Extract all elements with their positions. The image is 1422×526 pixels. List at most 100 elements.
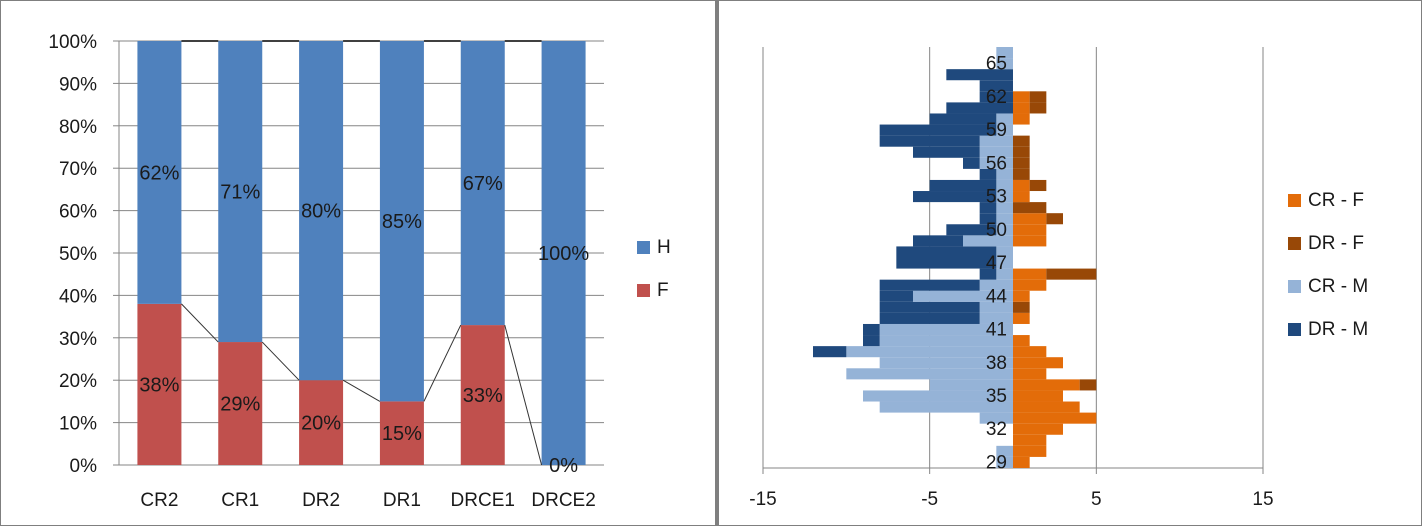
bar-cr-f xyxy=(1013,91,1030,103)
bar-cr-m xyxy=(879,323,1013,336)
y-tick-label: 44 xyxy=(986,286,1008,307)
y-tick-label: 56 xyxy=(986,153,1007,174)
legend-label: H xyxy=(657,237,671,258)
series-line-f xyxy=(181,303,219,343)
x-tick-label: CR2 xyxy=(140,490,178,511)
bar-cr-m xyxy=(879,401,1013,413)
bar-dr-f xyxy=(1013,146,1030,158)
y-tick-label: 70% xyxy=(59,159,97,180)
y-tick-label: 90% xyxy=(59,74,97,95)
bar-cr-f xyxy=(1013,412,1097,424)
bar-cr-m xyxy=(996,124,1013,136)
data-label-h: 100% xyxy=(538,243,589,265)
legend-label: CR - M xyxy=(1308,276,1368,297)
y-tick-label: 30% xyxy=(59,329,97,350)
bar-dr-m xyxy=(946,102,1013,114)
bar-cr-f xyxy=(1013,368,1047,380)
data-label-f: 38% xyxy=(139,374,179,396)
bar-cr-m xyxy=(996,213,1013,225)
bar-cr-m xyxy=(846,346,1013,358)
bar-h xyxy=(299,41,344,381)
y-tick-label: 40% xyxy=(59,286,97,307)
bar-cr-f xyxy=(1013,423,1063,435)
data-label-h: 71% xyxy=(220,182,260,204)
legend-swatch xyxy=(1288,280,1301,293)
x-tick-label: DRCE2 xyxy=(531,490,595,511)
stacked-percent-chart: 0% 10% 20% 30% 40% 50% 60% 70% 80% 90% 100% CR2 CR1 D… xyxy=(0,0,716,526)
bar-dr-f xyxy=(1013,157,1030,169)
y-tick-label: 47 xyxy=(986,253,1007,274)
x-tick-label: -5 xyxy=(921,489,938,510)
legend-label: DR - M xyxy=(1308,319,1368,340)
bar-cr-m xyxy=(996,456,1013,468)
bar-dr-m xyxy=(896,246,997,258)
bar-dr-m xyxy=(979,213,997,225)
bar-cr-m xyxy=(996,224,1013,236)
y-tick-label: 32 xyxy=(986,419,1007,440)
legend-swatch xyxy=(1288,194,1301,207)
bar-cr-f xyxy=(1013,102,1030,114)
bar-cr-f xyxy=(1013,179,1030,192)
bar-cr-m xyxy=(979,412,1013,424)
bar-cr-f xyxy=(1013,335,1030,347)
data-label-f: 15% xyxy=(382,423,422,445)
data-label-f: 20% xyxy=(301,413,341,435)
bar-dr-m xyxy=(896,257,997,269)
data-label-h: 62% xyxy=(139,162,179,184)
bar-cr-f xyxy=(1013,357,1063,369)
bar-cr-m xyxy=(879,357,1013,369)
bar-dr-m xyxy=(863,323,880,336)
series-line-f xyxy=(423,324,462,402)
bar-cr-f xyxy=(1013,191,1030,203)
y-tick-label: 0% xyxy=(70,456,98,477)
bar-cr-m xyxy=(979,301,1013,313)
bar-h xyxy=(379,41,424,402)
bar-cr-m xyxy=(996,191,1013,203)
x-tick-label: 15 xyxy=(1252,489,1273,510)
data-label-f: 33% xyxy=(463,385,503,407)
legend-swatch xyxy=(637,241,650,254)
bar-f xyxy=(460,325,505,465)
bar-cr-m xyxy=(879,335,1013,347)
data-label-h: 67% xyxy=(463,173,503,195)
bar-cr-m xyxy=(863,390,1013,402)
y-tick-label: 20% xyxy=(59,371,97,392)
x-tick-label: DRCE1 xyxy=(451,490,515,511)
bar-dr-f xyxy=(1079,379,1097,391)
bar-cr-m xyxy=(996,202,1013,214)
stacked-percent-chart-svg: 0% 10% 20% 30% 40% 50% 60% 70% 80% 90% 100% CR2 CR1 D… xyxy=(48,32,671,511)
bar-dr-m xyxy=(979,202,997,214)
bar-cr-m xyxy=(979,312,1013,324)
bar-h xyxy=(137,41,182,304)
bar-dr-m xyxy=(879,279,980,291)
bar-h xyxy=(541,41,586,465)
legend-label: DR - F xyxy=(1308,233,1364,254)
bar-h xyxy=(460,41,505,326)
data-label-h: 85% xyxy=(382,211,422,233)
bar-f xyxy=(379,401,424,465)
bar-dr-m xyxy=(879,124,997,136)
bar-dr-f xyxy=(1046,213,1063,225)
bar-cr-f xyxy=(1013,268,1047,280)
bar-dr-m xyxy=(913,146,980,158)
bar-dr-m xyxy=(946,69,1013,81)
series-line-f xyxy=(342,379,381,402)
y-tick-label: 80% xyxy=(59,117,97,138)
data-label-f: 0% xyxy=(549,455,578,477)
legend-swatch xyxy=(1288,237,1301,250)
y-tick-label: 60% xyxy=(59,202,97,223)
bar-dr-m xyxy=(879,301,980,313)
bar-dr-f xyxy=(1046,268,1097,280)
bar-cr-f xyxy=(1013,390,1063,402)
age-pyramid-chart-svg: -15 -5 5 15 29 32 35 38 41 44 47 50 53 56 59 62 65 CR - F… xyxy=(749,47,1368,510)
bar-dr-f xyxy=(1029,179,1047,192)
bar-cr-f xyxy=(1013,312,1030,324)
bar-cr-m xyxy=(996,58,1013,70)
y-tick-label: 59 xyxy=(986,120,1007,141)
bar-cr-f xyxy=(1013,434,1047,446)
bar-cr-f xyxy=(1013,401,1080,413)
bar-dr-m xyxy=(963,157,980,169)
y-tick-label: 100% xyxy=(48,32,97,53)
bar-dr-f xyxy=(1013,301,1030,313)
bar-dr-m xyxy=(979,91,1013,103)
